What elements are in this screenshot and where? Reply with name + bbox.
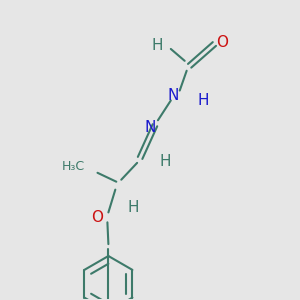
Text: H: H — [198, 93, 209, 108]
Text: H: H — [128, 200, 139, 215]
Text: N: N — [167, 88, 178, 103]
Text: N: N — [144, 120, 156, 135]
Text: H: H — [152, 38, 163, 53]
Text: H₃C: H₃C — [61, 160, 85, 173]
Text: O: O — [92, 210, 104, 225]
Text: O: O — [216, 34, 228, 50]
Text: H: H — [159, 154, 171, 169]
